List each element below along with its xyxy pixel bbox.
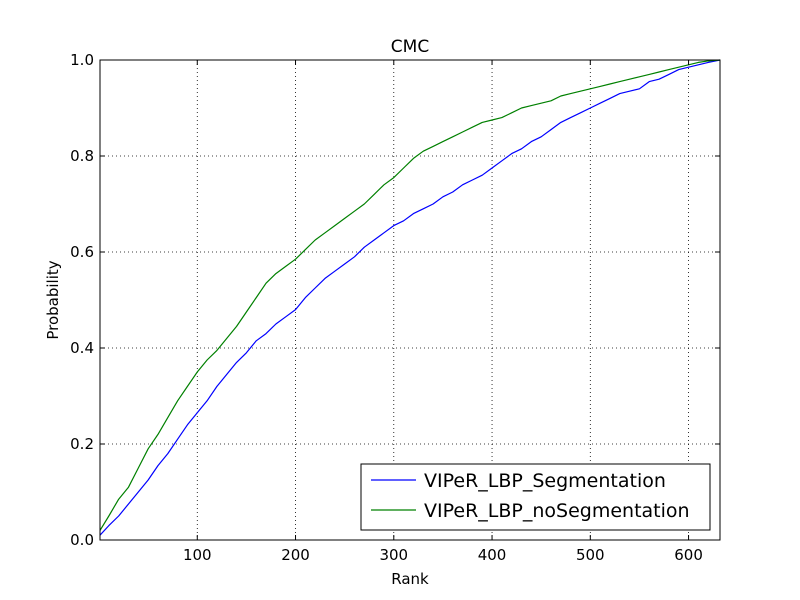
- y-tick-label: 0.0: [70, 531, 94, 549]
- plot-frame: [99, 59, 721, 541]
- y-tick-label: 0.4: [70, 339, 94, 357]
- chart-title: CMC: [391, 37, 429, 57]
- x-tick-label: 300: [379, 546, 408, 564]
- series-line-segmentation: [99, 59, 721, 536]
- legend-label-segmentation: VIPeR_LBP_Segmentation: [424, 470, 666, 492]
- y-axis-label: Probability: [44, 260, 62, 339]
- y-tick-label: 1.0: [70, 51, 94, 69]
- x-tick-label: 400: [478, 546, 507, 564]
- x-axis-label: Rank: [391, 570, 429, 588]
- legend: VIPeR_LBP_Segmentation VIPeR_LBP_noSegme…: [360, 463, 711, 531]
- x-tick-label: 600: [674, 546, 703, 564]
- series-line-nosegmentation: [99, 59, 721, 531]
- legend-box: [360, 463, 711, 531]
- x-tick-label: 500: [576, 546, 605, 564]
- y-tick-label: 0.8: [70, 147, 94, 165]
- y-tick-label: 0.2: [70, 435, 94, 453]
- y-tick-label: 0.6: [70, 243, 94, 261]
- x-tick-label: 200: [281, 546, 310, 564]
- x-tick-label: 100: [183, 546, 212, 564]
- legend-label-nosegmentation: VIPeR_LBP_noSegmentation: [424, 500, 690, 522]
